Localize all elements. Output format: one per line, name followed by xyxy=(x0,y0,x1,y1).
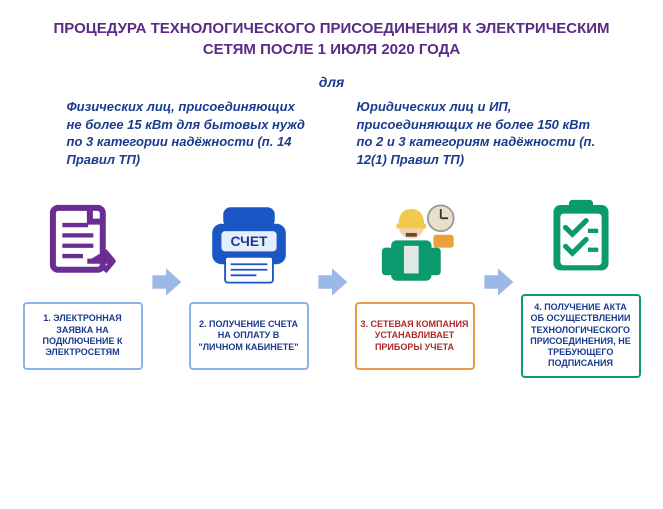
step-3-caption: 3. СЕТЕВАЯ КОМПАНИЯ УСТАНАВЛИВАЕТ ПРИБОР… xyxy=(355,302,475,370)
flow-row: 1. ЭЛЕКТРОННАЯ ЗАЯВКА НА ПОДКЛЮЧЕНИЕ К Э… xyxy=(0,186,663,378)
step-3: 3. СЕТЕВАЯ КОМПАНИЯ УСТАНАВЛИВАЕТ ПРИБОР… xyxy=(355,194,475,370)
worker-icon xyxy=(365,194,465,294)
invoice-icon: СЧЕТ xyxy=(199,194,299,294)
arrow-icon xyxy=(315,262,349,302)
page-title: ПРОЦЕДУРА ТЕХНОЛОГИЧЕСКОГО ПРИСОЕДИНЕНИЯ… xyxy=(0,0,663,68)
descriptions-row: Физических лиц, присоединяющих не более … xyxy=(0,90,663,168)
step-2: СЧЕТ 2. ПОЛУЧЕНИЕ СЧЕТА НА ОПЛАТУ В "ЛИЧ… xyxy=(189,194,309,370)
title-line-1: ПРОЦЕДУРА ТЕХНОЛОГИЧЕСКОГО ПРИСОЕДИНЕНИЯ… xyxy=(30,18,633,39)
step-1: 1. ЭЛЕКТРОННАЯ ЗАЯВКА НА ПОДКЛЮЧЕНИЕ К Э… xyxy=(23,194,143,370)
step-2-caption: 2. ПОЛУЧЕНИЕ СЧЕТА НА ОПЛАТУ В "ЛИЧНОМ К… xyxy=(189,302,309,370)
arrow-icon xyxy=(481,262,515,302)
document-icon xyxy=(33,194,133,294)
step-4-caption: 4. ПОЛУЧЕНИЕ АКТА ОБ ОСУЩЕСТВЛЕНИИ ТЕХНО… xyxy=(521,294,641,378)
invoice-label: СЧЕТ xyxy=(230,234,268,249)
clipboard-icon xyxy=(531,186,631,286)
arrow-icon xyxy=(149,262,183,302)
step-1-caption: 1. ЭЛЕКТРОННАЯ ЗАЯВКА НА ПОДКЛЮЧЕНИЕ К Э… xyxy=(23,302,143,370)
desc-right: Юридических лиц и ИП, присоединяющих не … xyxy=(357,98,597,168)
for-label: для xyxy=(0,74,663,90)
desc-left: Физических лиц, присоединяющих не более … xyxy=(67,98,307,168)
title-line-2: СЕТЯМ ПОСЛЕ 1 ИЮЛЯ 2020 ГОДА xyxy=(30,39,633,60)
step-4: 4. ПОЛУЧЕНИЕ АКТА ОБ ОСУЩЕСТВЛЕНИИ ТЕХНО… xyxy=(521,186,641,378)
